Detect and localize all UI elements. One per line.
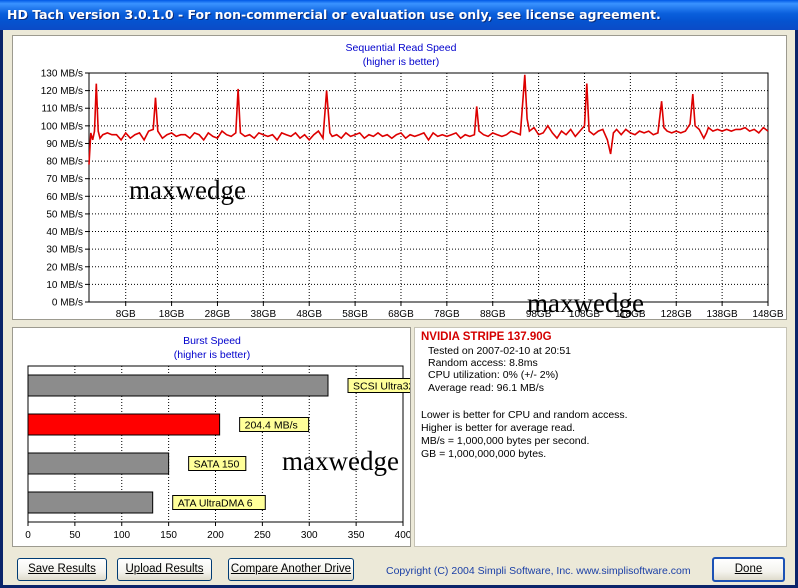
random-access: Random access: 8.8ms [428, 357, 538, 369]
read-x-tick-label: 88GB [480, 309, 506, 319]
read-y-tick-label: 130 MB/s [41, 69, 83, 80]
drive-name: NVIDIA STRIPE 137.90G [421, 331, 552, 343]
read-x-tick-label: 58GB [342, 309, 368, 319]
burst-bar-label: ATA UltraDMA 6 [178, 497, 253, 509]
burst-x-tick-label: 50 [69, 530, 81, 541]
read-y-tick-label: 20 MB/s [46, 262, 83, 273]
burst-x-tick-label: 300 [301, 530, 318, 541]
read-x-tick-label: 8GB [116, 309, 136, 319]
read-x-tick-label: 28GB [205, 309, 231, 319]
read-x-tick-label: 48GB [296, 309, 322, 319]
burst-bar [27, 452, 170, 475]
read-y-tick-label: 10 MB/s [46, 280, 83, 291]
read-speed-chart: Sequential Read Speed (higher is better)… [41, 42, 784, 320]
read-y-tick-label: 120 MB/s [41, 86, 83, 97]
read-x-tick-label: 98GB [526, 309, 552, 319]
burst-x-axis: 0 50 100 150 200 250 300 350 400 [25, 522, 412, 541]
read-x-tick-label: 38GB [251, 309, 277, 319]
compare-drive-label: Compare Another Drive [230, 563, 352, 575]
read-x-tick-label: 78GB [434, 309, 460, 319]
read-x-tick-label: 18GB [159, 309, 185, 319]
burst-x-tick-label: 100 [113, 530, 130, 541]
note-mbs-definition: MB/s = 1,000,000 bytes per second. [421, 435, 590, 447]
done-label: Done [734, 563, 763, 575]
read-x-tick-label: 108GB [569, 309, 600, 319]
burst-bar-label-box [188, 456, 247, 471]
watermark-text-2: maxwedge [527, 288, 644, 318]
read-y-tick-label: 110 MB/s [42, 104, 84, 115]
read-y-axis: 0 MB/s 10 MB/s 20 MB/s 30 MB/s 40 MB/s 50 MB/… [41, 69, 89, 309]
read-chart-title: Sequential Read Speed [346, 42, 457, 54]
burst-bar-label-box [172, 495, 266, 510]
cpu-utilization: CPU utilization: 0% (+/- 2%) [428, 369, 559, 381]
read-speed-chart-panel: Sequential Read Speed (higher is better)… [12, 35, 787, 320]
read-x-tick-label: 68GB [388, 309, 414, 319]
read-y-tick-label: 100 MB/s [41, 121, 83, 132]
burst-chart-title: Burst Speed [183, 335, 241, 347]
average-read: Average read: 96.1 MB/s [428, 382, 544, 394]
burst-bar [27, 374, 329, 397]
burst-bar-label-box [239, 417, 310, 432]
save-results-button[interactable]: Save Results [17, 558, 107, 581]
burst-bar [27, 413, 221, 436]
read-y-tick-label: 70 MB/s [46, 174, 83, 185]
note-gb-definition: GB = 1,000,000,000 bytes. [421, 448, 547, 460]
note-higher-better: Higher is better for average read. [421, 422, 576, 434]
done-button[interactable]: Done [712, 557, 785, 582]
save-results-label: Save Results [28, 563, 96, 575]
read-y-tick-label: 30 MB/s [46, 245, 83, 256]
burst-bar-label: 204.4 MB/s [245, 419, 298, 431]
burst-x-tick-label: 250 [254, 530, 271, 541]
read-x-tick-label: 138GB [707, 309, 738, 319]
read-y-tick-label: 50 MB/s [46, 209, 83, 220]
read-y-tick-label: 0 MB/s [52, 298, 83, 309]
burst-chart-subtitle: (higher is better) [174, 349, 250, 361]
burst-bar [27, 491, 154, 514]
burst-x-tick-label: 150 [160, 530, 177, 541]
read-y-tick-label: 40 MB/s [46, 227, 83, 238]
upload-results-label: Upload Results [125, 563, 204, 575]
burst-x-tick-label: 200 [207, 530, 224, 541]
tested-date: Tested on 2007-02-10 at 20:51 [428, 345, 572, 357]
watermark-text-1: maxwedge [129, 175, 246, 205]
read-y-tick-label: 80 MB/s [46, 157, 83, 168]
app-client-area: Sequential Read Speed (higher is better)… [3, 30, 795, 585]
read-x-tick-label: 118GB [615, 309, 646, 319]
watermark-text-3: maxwedge [282, 446, 399, 476]
burst-bar-label: SATA 150 [194, 458, 240, 470]
window-title: HD Tach version 3.0.1.0 - For non-commer… [0, 0, 798, 30]
read-y-tick-label: 90 MB/s [46, 139, 83, 150]
read-chart-subtitle: (higher is better) [363, 56, 439, 68]
burst-x-tick-label: 0 [25, 530, 31, 541]
burst-x-tick-label: 350 [348, 530, 365, 541]
read-x-tick-label: 148GB [752, 309, 783, 319]
read-gridlines [89, 73, 769, 302]
burst-speed-chart-panel: Burst Speed (higher is better) 0 50 100 150… [12, 327, 436, 547]
drive-info-panel: NVIDIA STRIPE 137.90G Tested on 2007-02-… [414, 327, 787, 547]
read-speed-series-line [88, 74, 769, 165]
read-x-axis: 8GB 18GB 28GB 38GB 48GB 58GB 68GB 78GB 88GB 98GB 1… [116, 302, 784, 320]
note-lower-better: Lower is better for CPU and random acces… [421, 409, 628, 421]
upload-results-button[interactable]: Upload Results [117, 558, 212, 581]
copyright-link[interactable]: Copyright (C) 2004 Simpli Software, Inc.… [386, 565, 691, 577]
read-y-tick-label: 60 MB/s [46, 192, 83, 203]
read-x-tick-label: 128GB [661, 309, 692, 319]
compare-drive-button[interactable]: Compare Another Drive [228, 558, 354, 581]
burst-speed-chart: Burst Speed (higher is better) 0 50 100 150… [25, 335, 436, 541]
burst-x-tick-label: 400 [395, 530, 410, 541]
